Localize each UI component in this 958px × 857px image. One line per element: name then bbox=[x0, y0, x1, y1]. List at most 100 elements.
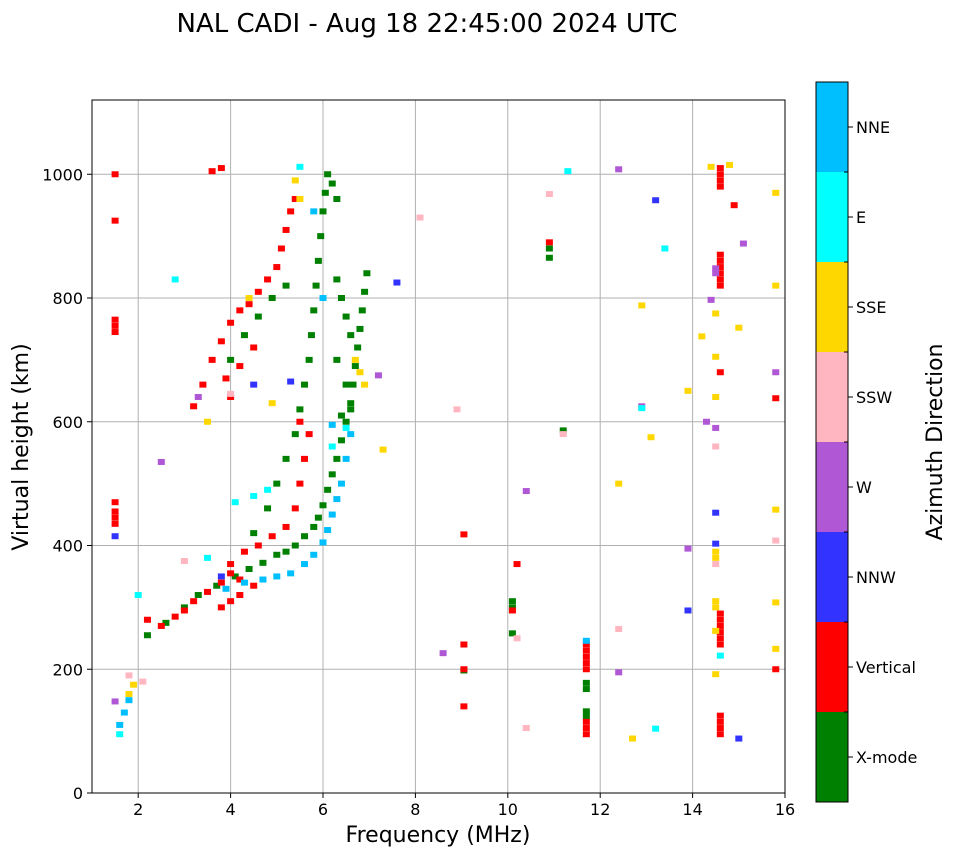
point-w bbox=[439, 650, 447, 657]
point-nne bbox=[324, 527, 332, 534]
point-x-mode bbox=[296, 406, 304, 413]
point-ssw bbox=[615, 626, 623, 633]
point-x-mode bbox=[250, 530, 258, 537]
point-vertical bbox=[227, 319, 235, 326]
colorbar-segment bbox=[816, 352, 848, 442]
point-x-mode bbox=[314, 514, 322, 521]
point-e bbox=[250, 493, 258, 499]
point-sse bbox=[698, 333, 706, 340]
point-sse bbox=[735, 324, 743, 331]
point-x-mode bbox=[328, 471, 336, 478]
point-sse bbox=[772, 282, 780, 289]
point-x-mode bbox=[301, 533, 309, 540]
point-x-mode bbox=[312, 282, 320, 289]
point-sse bbox=[379, 446, 387, 453]
point-x-mode bbox=[180, 604, 188, 611]
point-ssw bbox=[139, 678, 147, 685]
point-vertical bbox=[250, 344, 258, 351]
point-sse bbox=[638, 302, 646, 309]
point-sse bbox=[712, 353, 720, 360]
point-x-mode bbox=[254, 313, 262, 320]
point-vertical bbox=[716, 165, 724, 172]
point-nne bbox=[337, 480, 345, 487]
point-x-mode bbox=[508, 630, 516, 637]
point-sse bbox=[712, 394, 720, 400]
point-vertical bbox=[204, 588, 211, 595]
point-w bbox=[522, 488, 530, 495]
point-x-mode bbox=[545, 254, 553, 261]
point-x-mode bbox=[559, 427, 567, 434]
point-nne bbox=[342, 455, 350, 462]
point-vertical bbox=[291, 505, 299, 512]
point-vertical bbox=[208, 168, 216, 175]
point-x-mode bbox=[319, 208, 327, 215]
point-nnw bbox=[712, 540, 720, 547]
x-tick-label: 8 bbox=[410, 800, 420, 819]
point-x-mode bbox=[301, 381, 309, 388]
point-ssw bbox=[125, 672, 133, 679]
point-vertical bbox=[190, 598, 198, 605]
colorbar-segment bbox=[816, 532, 848, 622]
point-nne bbox=[310, 208, 318, 215]
point-w bbox=[712, 270, 720, 277]
y-axis-label: Virtual height (km) bbox=[9, 343, 34, 550]
point-e bbox=[716, 652, 724, 659]
point-x-mode bbox=[582, 713, 590, 720]
point-vertical bbox=[716, 369, 724, 376]
point-vertical bbox=[716, 635, 724, 642]
point-vertical bbox=[277, 245, 285, 252]
point-vertical bbox=[222, 375, 230, 382]
point-x-mode bbox=[143, 632, 151, 639]
plot-frame bbox=[91, 99, 786, 794]
point-vertical bbox=[716, 264, 724, 271]
point-vertical bbox=[171, 613, 179, 620]
point-vertical bbox=[190, 403, 198, 410]
point-nnw bbox=[217, 573, 225, 580]
point-nne bbox=[333, 496, 341, 503]
point-ssw bbox=[522, 725, 530, 732]
point-x-mode bbox=[342, 418, 350, 425]
point-vertical bbox=[254, 288, 262, 295]
x-axis-label: Frequency (MHz) bbox=[346, 823, 531, 848]
point-ssw bbox=[559, 431, 567, 438]
point-x-mode bbox=[245, 566, 253, 573]
point-vertical bbox=[716, 622, 724, 629]
point-x-mode bbox=[291, 431, 299, 438]
point-x-mode bbox=[282, 548, 290, 555]
point-x-mode bbox=[333, 356, 341, 363]
point-vertical bbox=[545, 239, 553, 246]
colorbar-label-w: W bbox=[856, 478, 872, 497]
point-e bbox=[116, 731, 124, 738]
point-e bbox=[171, 276, 179, 283]
point-w bbox=[739, 240, 747, 247]
point-sse bbox=[130, 681, 138, 688]
point-vertical bbox=[716, 629, 724, 636]
point-sse bbox=[772, 645, 780, 652]
point-x-mode bbox=[291, 542, 299, 549]
point-sse bbox=[356, 369, 364, 376]
point-sse bbox=[772, 506, 780, 513]
point-nnw bbox=[712, 509, 720, 516]
point-ssw bbox=[712, 561, 720, 568]
point-nne bbox=[240, 579, 248, 586]
point-sse bbox=[712, 554, 720, 561]
colorbar-segment bbox=[816, 172, 848, 262]
point-x-mode bbox=[333, 276, 341, 283]
point-vertical bbox=[268, 533, 276, 540]
point-vertical bbox=[582, 718, 590, 725]
point-nne bbox=[582, 637, 590, 644]
point-vertical bbox=[716, 276, 724, 283]
point-vertical bbox=[716, 171, 724, 178]
point-vertical bbox=[111, 508, 119, 515]
point-vertical bbox=[291, 196, 299, 202]
point-vertical bbox=[180, 607, 188, 614]
x-tick-label: 12 bbox=[590, 800, 610, 819]
point-vertical bbox=[716, 177, 724, 184]
colorbar-label-sse: SSE bbox=[856, 298, 886, 317]
point-x-mode bbox=[324, 171, 332, 178]
point-x-mode bbox=[337, 437, 345, 444]
point-x-mode bbox=[282, 455, 290, 462]
colorbar-segment bbox=[816, 262, 848, 352]
point-nnw bbox=[393, 279, 401, 286]
y-tick-label: 600 bbox=[52, 413, 83, 432]
